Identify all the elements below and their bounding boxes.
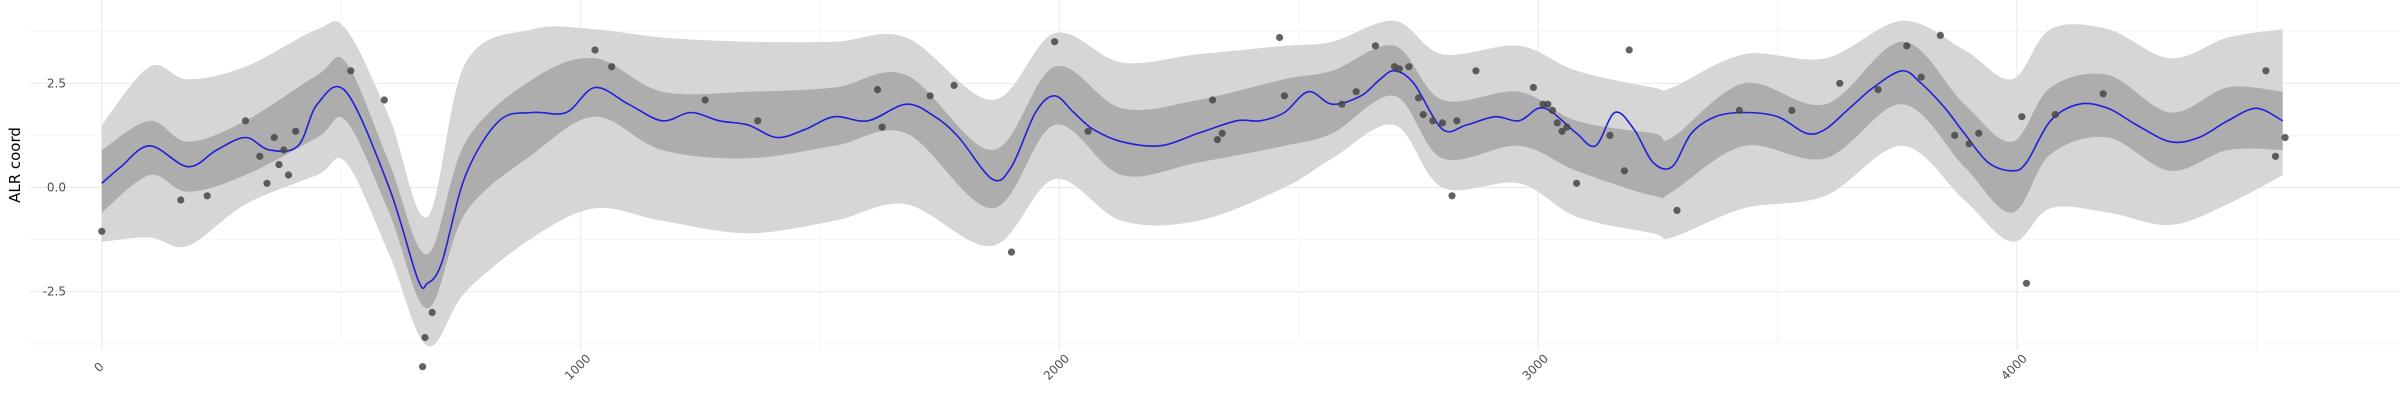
data-point (608, 63, 616, 71)
data-point (1836, 79, 1844, 87)
data-point (1558, 127, 1566, 135)
data-point (1405, 63, 1413, 71)
data-point (1338, 100, 1346, 108)
data-point (275, 161, 283, 169)
data-point (380, 96, 388, 104)
data-point (950, 81, 958, 89)
data-point (2271, 152, 2280, 160)
observation-points (98, 31, 2289, 371)
mean-lines (101, 69, 2284, 290)
data-point (2262, 67, 2270, 75)
data-point (1620, 167, 1628, 175)
data-point (1472, 67, 1480, 75)
data-point (1419, 111, 1427, 119)
data-point (873, 86, 882, 94)
data-point (1529, 83, 1537, 92)
data-point (926, 92, 934, 100)
data-point (280, 146, 288, 154)
data-point (1429, 117, 1437, 125)
data-point (1438, 119, 1446, 127)
data-point (1218, 129, 1226, 137)
data-point (1606, 131, 1614, 139)
data-point (1209, 96, 1217, 104)
data-point (701, 96, 709, 104)
data-point (1414, 94, 1423, 102)
data-point (754, 117, 762, 125)
data-point (1084, 127, 1092, 135)
data-point (1213, 136, 1221, 144)
data-point (1936, 31, 1944, 39)
data-point (1007, 248, 1016, 256)
data-point (98, 227, 106, 235)
data-point (2018, 113, 2026, 121)
data-point (1903, 42, 1911, 50)
data-point (428, 308, 436, 317)
data-point (1735, 106, 1743, 114)
data-point (1051, 38, 1059, 46)
data-point (1544, 100, 1552, 108)
data-point (1572, 179, 1581, 187)
data-point (421, 333, 429, 342)
data-point (347, 67, 355, 75)
data-point (1965, 140, 1973, 148)
data-point (878, 123, 886, 131)
data-point (1448, 192, 1456, 200)
data-point (1276, 33, 1284, 42)
data-point (1975, 129, 1983, 137)
data-point (2051, 111, 2059, 119)
data-point (256, 152, 264, 160)
data-point (2099, 90, 2107, 98)
y-tick-label: -2.5 (43, 285, 66, 299)
data-point (177, 196, 185, 204)
data-point (1395, 65, 1403, 73)
data-point (284, 171, 293, 179)
data-point (203, 192, 211, 200)
data-point (1625, 46, 1633, 54)
data-point (1371, 42, 1379, 50)
data-point (1563, 123, 1571, 131)
data-point (263, 179, 271, 187)
data-point (1453, 117, 1461, 125)
mean-line (101, 69, 2284, 290)
data-point (1548, 106, 1557, 114)
data-point (1280, 92, 1288, 100)
data-point (1951, 131, 1959, 139)
data-point (419, 363, 427, 371)
y-tick-label: 0.0 (47, 181, 66, 195)
data-point (1874, 86, 1882, 94)
data-point (292, 127, 300, 135)
data-point (1673, 206, 1681, 214)
data-point (2281, 133, 2289, 142)
data-point (1553, 119, 1561, 127)
data-point (1352, 88, 1360, 96)
data-point (2022, 279, 2031, 287)
y-axis-title: ALR coord (6, 127, 24, 203)
y-tick-label: 2.5 (47, 76, 66, 90)
data-point (1788, 106, 1796, 114)
data-point (1917, 73, 1925, 81)
data-point (591, 46, 599, 54)
data-point (241, 117, 250, 125)
data-point (270, 133, 278, 142)
